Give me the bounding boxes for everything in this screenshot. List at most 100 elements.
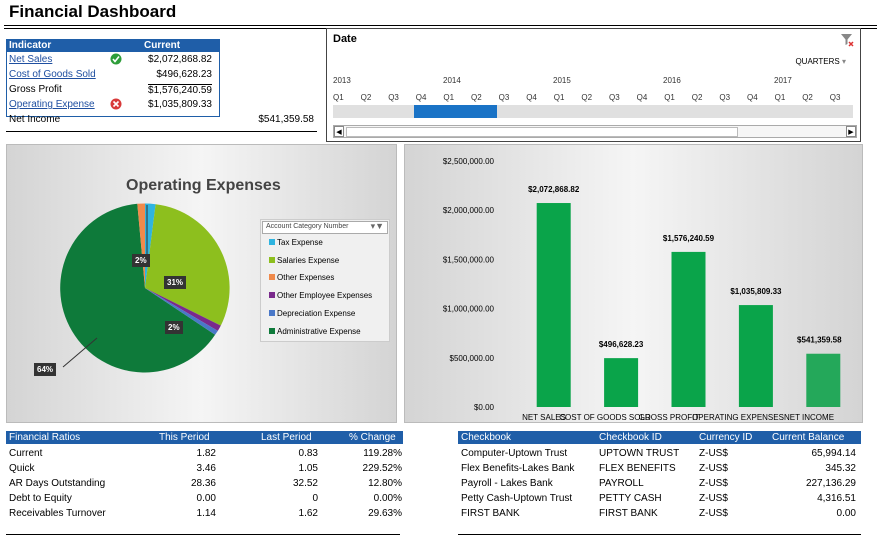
legend-label: Other Expenses <box>277 273 335 283</box>
checkbook-name: Flex Benefits-Lakes Bank <box>461 463 575 474</box>
checkbook-name: Computer-Uptown Trust <box>461 448 568 459</box>
current-balance: 65,994.14 <box>811 448 857 459</box>
quarter-label[interactable]: Q2 <box>802 93 813 102</box>
legend-swatch <box>269 309 275 316</box>
year-label: 2014 <box>443 76 461 85</box>
last-period-value: 0 <box>312 493 318 504</box>
legend-item[interactable]: Depreciation Expense <box>269 309 355 318</box>
quarter-label[interactable]: Q3 <box>719 93 731 102</box>
x-category-label: NET SALES <box>522 413 566 422</box>
pct-change-value: 0.00% <box>373 493 402 504</box>
legend-item[interactable]: Administrative Expense <box>269 327 361 336</box>
this-period-value: 3.46 <box>196 463 216 474</box>
pie-label-salaries: 31% <box>164 276 187 289</box>
quarter-label[interactable]: Q1 <box>333 93 344 102</box>
balance-header: Current Balance <box>772 432 845 443</box>
timeline-selection[interactable] <box>414 105 497 118</box>
ratio-name: Current <box>9 448 43 459</box>
quarter-label[interactable]: Q2 <box>691 93 703 102</box>
y-tick-label: $2,000,000.00 <box>443 206 495 215</box>
quarter-label[interactable]: Q3 <box>829 93 841 102</box>
financial-summary-chart: $0.00 $500,000.00 $1,000,000.00 $1,500,000.… <box>404 144 863 423</box>
gross-profit-value: $1,576,240.59 <box>148 84 212 96</box>
net-sales-link[interactable]: Net Sales <box>9 54 53 65</box>
scroll-right-button[interactable]: ▶ <box>846 126 856 137</box>
timeline-scrollbar[interactable]: ◀ ▶ <box>333 125 857 138</box>
indicator-header: Indicator Current <box>6 39 219 52</box>
y-tick-label: $1,000,000.00 <box>443 305 495 314</box>
indicator-row-net-sales: Net Sales $2,072,868.82 <box>6 52 317 67</box>
pct-change-value: 119.28% <box>363 448 402 459</box>
currency-id: Z-US$ <box>699 448 728 459</box>
current-balance: 227,136.29 <box>805 478 856 489</box>
last-period-value: 0.83 <box>298 448 318 459</box>
legend-filter-header[interactable]: Account Category Number ▾▼ <box>262 221 388 234</box>
check-status-icon <box>110 53 122 68</box>
quarter-label[interactable]: Q4 <box>415 93 427 102</box>
pie-slice-other-employee <box>145 288 221 331</box>
pct-change-value: 229.52% <box>362 463 402 474</box>
time-level-dropdown[interactable]: QUARTERS ▾ <box>795 57 846 66</box>
net-sales-value: $2,072,868.82 <box>148 54 212 65</box>
legend-swatch <box>269 292 275 299</box>
clear-filter-icon[interactable] <box>840 33 854 52</box>
ratio-name: AR Days Outstanding <box>9 478 106 489</box>
checkbook-name: FIRST BANK <box>461 508 520 519</box>
bar-net-income[interactable] <box>806 353 841 407</box>
currency-id: Z-US$ <box>699 508 728 519</box>
bar-chart-svg: $0.00 $500,000.00 $1,000,000.00 $1,500,000.… <box>443 157 842 422</box>
legend-label: Salaries Expense <box>277 255 340 265</box>
legend-label: Tax Expense <box>277 238 323 247</box>
ratios-header-label: Financial Ratios <box>9 432 81 443</box>
currency-id: Z-US$ <box>699 463 728 474</box>
scroll-left-button[interactable]: ◀ <box>334 126 344 137</box>
quarter-label[interactable]: Q3 <box>498 93 510 102</box>
timeline-track[interactable] <box>333 105 853 118</box>
indicator-table: Indicator Current Net Sales $2,072,868.8… <box>6 39 317 127</box>
pct-change-header: % Change <box>349 432 396 443</box>
last-period-value: 1.62 <box>298 508 318 519</box>
operating-expense-link[interactable]: Operating Expense <box>9 99 95 110</box>
legend-item[interactable]: Salaries Expense <box>269 256 339 265</box>
scroll-thumb[interactable] <box>346 127 738 137</box>
legend-item[interactable]: Other Expenses <box>269 273 334 282</box>
pie-leader-64 <box>62 337 98 368</box>
pie-slice-depreciation <box>145 288 218 335</box>
bar-gross-profit[interactable] <box>671 251 706 407</box>
quarter-label[interactable]: Q1 <box>443 93 455 102</box>
quarter-label[interactable]: Q2 <box>360 93 372 102</box>
last-period-value: 1.05 <box>298 463 318 474</box>
bar-operating-expenses[interactable] <box>738 305 773 407</box>
quarter-label[interactable]: Q1 <box>553 93 565 102</box>
quarter-label[interactable]: Q1 <box>664 93 675 102</box>
quarter-label[interactable]: Q4 <box>526 93 537 102</box>
date-slicer[interactable]: Date QUARTERS ▾ 2013 2014 2015 2016 2017 Q1 Q… <box>326 28 861 142</box>
quarter-label[interactable]: Q3 <box>609 93 620 102</box>
year-label: 2013 <box>333 76 351 85</box>
quarter-label[interactable]: Q1 <box>774 93 786 102</box>
cogs-link[interactable]: Cost of Goods Sold <box>9 69 96 80</box>
bar-net-sales[interactable] <box>536 203 571 407</box>
legend-swatch <box>269 239 275 245</box>
this-period-value: 1.14 <box>196 508 216 519</box>
quarter-label[interactable]: Q4 <box>747 93 758 102</box>
bar-data-label: $2,072,868.82 <box>528 185 580 194</box>
this-period-value: 1.82 <box>196 448 216 459</box>
quarter-label[interactable]: Q3 <box>388 93 399 102</box>
y-tick-label: $0.00 <box>474 403 495 412</box>
quarter-label[interactable]: Q2 <box>581 93 593 102</box>
net-income-divider <box>6 131 317 132</box>
y-tick-label: $1,500,000.00 <box>443 255 495 264</box>
this-period-value: 28.36 <box>190 478 216 489</box>
legend-item[interactable]: Other Employee Expenses <box>269 291 372 300</box>
quarter-label[interactable]: Q4 <box>636 93 648 102</box>
current-balance: 0.00 <box>836 508 856 519</box>
this-period-value: 0.00 <box>196 493 216 504</box>
pie-label-other: 2% <box>165 321 183 334</box>
net-income-label: Net Income <box>9 114 61 125</box>
quarter-label[interactable]: Q2 <box>471 93 482 102</box>
currency-id: Z-US$ <box>699 493 728 504</box>
legend-item[interactable]: Tax Expense <box>269 238 323 247</box>
bar-cost-of-goods-sold[interactable] <box>604 358 639 407</box>
pie-chart-title: Operating Expenses <box>126 177 281 194</box>
